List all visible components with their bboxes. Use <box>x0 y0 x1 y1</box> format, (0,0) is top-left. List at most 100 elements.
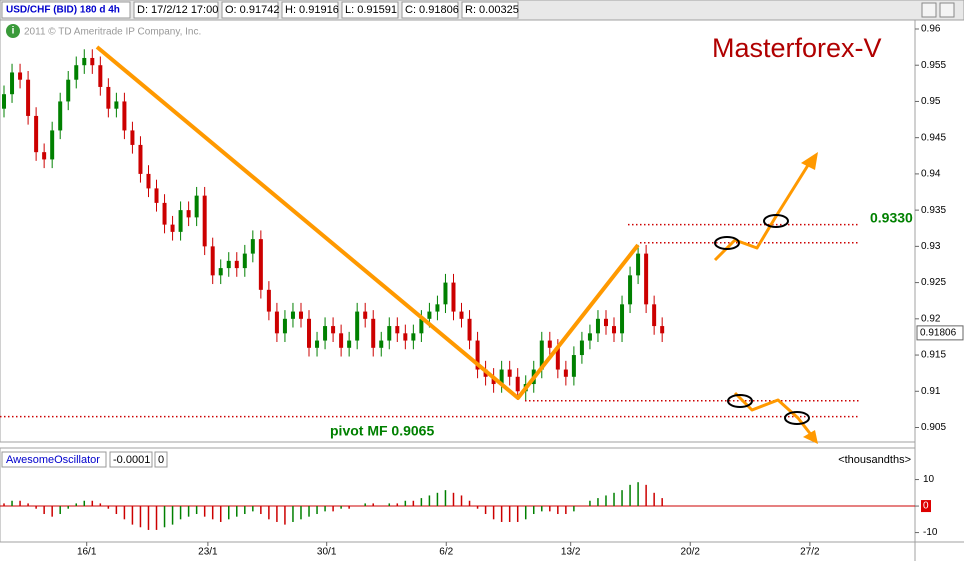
candle-body <box>563 369 568 377</box>
candle-body <box>114 101 119 109</box>
candle-body <box>595 318 600 334</box>
y-tick-label: 0.94 <box>921 169 941 180</box>
oscillator-bar <box>396 503 399 507</box>
oscillator-bar <box>147 506 150 530</box>
arrow-head <box>801 152 818 170</box>
oscillator-bar <box>91 500 94 507</box>
oscillator-bar <box>131 506 134 525</box>
candle-body <box>50 130 55 160</box>
x-tick-label: 30/1 <box>317 547 337 558</box>
oscillator-bar <box>211 506 214 520</box>
x-tick-label: 23/1 <box>198 547 218 558</box>
candle-body <box>234 260 239 269</box>
y-tick-label: 0.905 <box>921 422 946 433</box>
oscillator-bar <box>163 506 166 528</box>
y-tick-label: 0.955 <box>921 60 946 71</box>
candle-body <box>491 376 496 385</box>
candle-body <box>170 224 175 232</box>
oscillator-bar <box>589 500 591 507</box>
oscillator-bar <box>348 506 350 509</box>
x-tick-label: 20/2 <box>681 547 701 558</box>
candle-body <box>459 311 464 319</box>
oscillator-bar <box>292 506 294 522</box>
oscillator-bar <box>115 506 118 515</box>
oscillator-bar <box>316 506 318 515</box>
oscillator-bar <box>476 506 479 509</box>
candle-body <box>427 311 432 319</box>
toolbar-button[interactable] <box>921 2 937 18</box>
ellipse-marker <box>763 214 789 228</box>
candle-body <box>242 253 247 269</box>
candle-body <box>587 333 592 341</box>
candle-body <box>652 304 657 327</box>
oscillator-bar <box>565 506 567 515</box>
candle-body <box>395 326 400 334</box>
close: C: 0.91806 <box>405 4 459 16</box>
symbol: USD/CHF (BID) 180 d 4h <box>6 5 120 16</box>
oscillator-bar <box>260 506 262 515</box>
oscillator-bar <box>187 506 190 517</box>
brand-title: Masterforex-V <box>712 33 882 63</box>
x-tick-label: 13/2 <box>561 547 581 558</box>
oscillator-bar <box>67 506 69 509</box>
candle-body <box>475 340 480 370</box>
y-tick-label: 0.93 <box>921 241 941 252</box>
candle-body <box>323 326 328 341</box>
oscillator-bar <box>155 506 158 530</box>
info-icon[interactable] <box>6 24 20 38</box>
candle-body <box>435 304 440 312</box>
toolbar-button[interactable] <box>939 2 955 18</box>
oscillator-bar <box>500 506 503 522</box>
candle-body <box>162 202 167 225</box>
oscillator-bar <box>508 506 511 522</box>
last-price-box <box>916 325 964 341</box>
watermark: 2011 © TD Ameritrade IP Company, Inc. <box>24 27 201 38</box>
y-tick-label: 0.915 <box>921 350 946 361</box>
y-tick-label: 0 <box>923 501 929 512</box>
oscillator-bar <box>340 506 342 509</box>
candle-body <box>379 340 384 348</box>
candle-body <box>507 369 512 377</box>
oscillator-bar <box>324 506 326 512</box>
candle-body <box>250 239 255 254</box>
oscillator-bar <box>629 484 631 507</box>
candle-body <box>339 333 344 348</box>
oscillator-bar <box>549 506 551 512</box>
oscillator-bar <box>372 503 374 507</box>
level-label: 0.9330 <box>870 210 913 226</box>
y-tick-label: 10 <box>923 474 935 485</box>
x-tick-label: 16/1 <box>77 547 97 558</box>
oscillator-bar <box>332 506 334 512</box>
date: D: 17/2/12 17:00 <box>137 4 218 16</box>
oscillator-bar <box>27 503 29 507</box>
arrow-head <box>803 430 818 444</box>
candle-body <box>106 86 111 109</box>
header-box <box>341 1 399 19</box>
candle-body <box>636 253 641 276</box>
candle-body <box>660 326 665 334</box>
pivot-label: pivot MF 0.9065 <box>330 423 434 439</box>
candle-body <box>130 130 135 145</box>
candle-body <box>612 326 617 334</box>
candle-body <box>90 57 95 66</box>
candle-body <box>98 65 103 87</box>
candle-body <box>298 311 303 319</box>
oscillator-bar <box>203 506 206 517</box>
oscillator-bar <box>75 503 77 507</box>
candle-body <box>178 210 183 232</box>
oscillator-bar <box>524 506 527 520</box>
oscillator-bar <box>428 495 431 507</box>
trend-zigzag <box>95 45 640 400</box>
oscillator-bar <box>460 495 463 507</box>
oscillator-bar <box>3 503 5 507</box>
oscillator-bar <box>59 506 61 515</box>
y-tick-label: 0.95 <box>921 96 941 107</box>
candle-body <box>18 72 23 80</box>
oscillator-bar <box>645 484 647 507</box>
oscillator-bar <box>219 506 222 522</box>
oscillator-bar <box>452 492 455 507</box>
candle-body <box>186 210 191 218</box>
ellipse-marker <box>727 394 753 408</box>
oscillator-box <box>1 451 107 468</box>
